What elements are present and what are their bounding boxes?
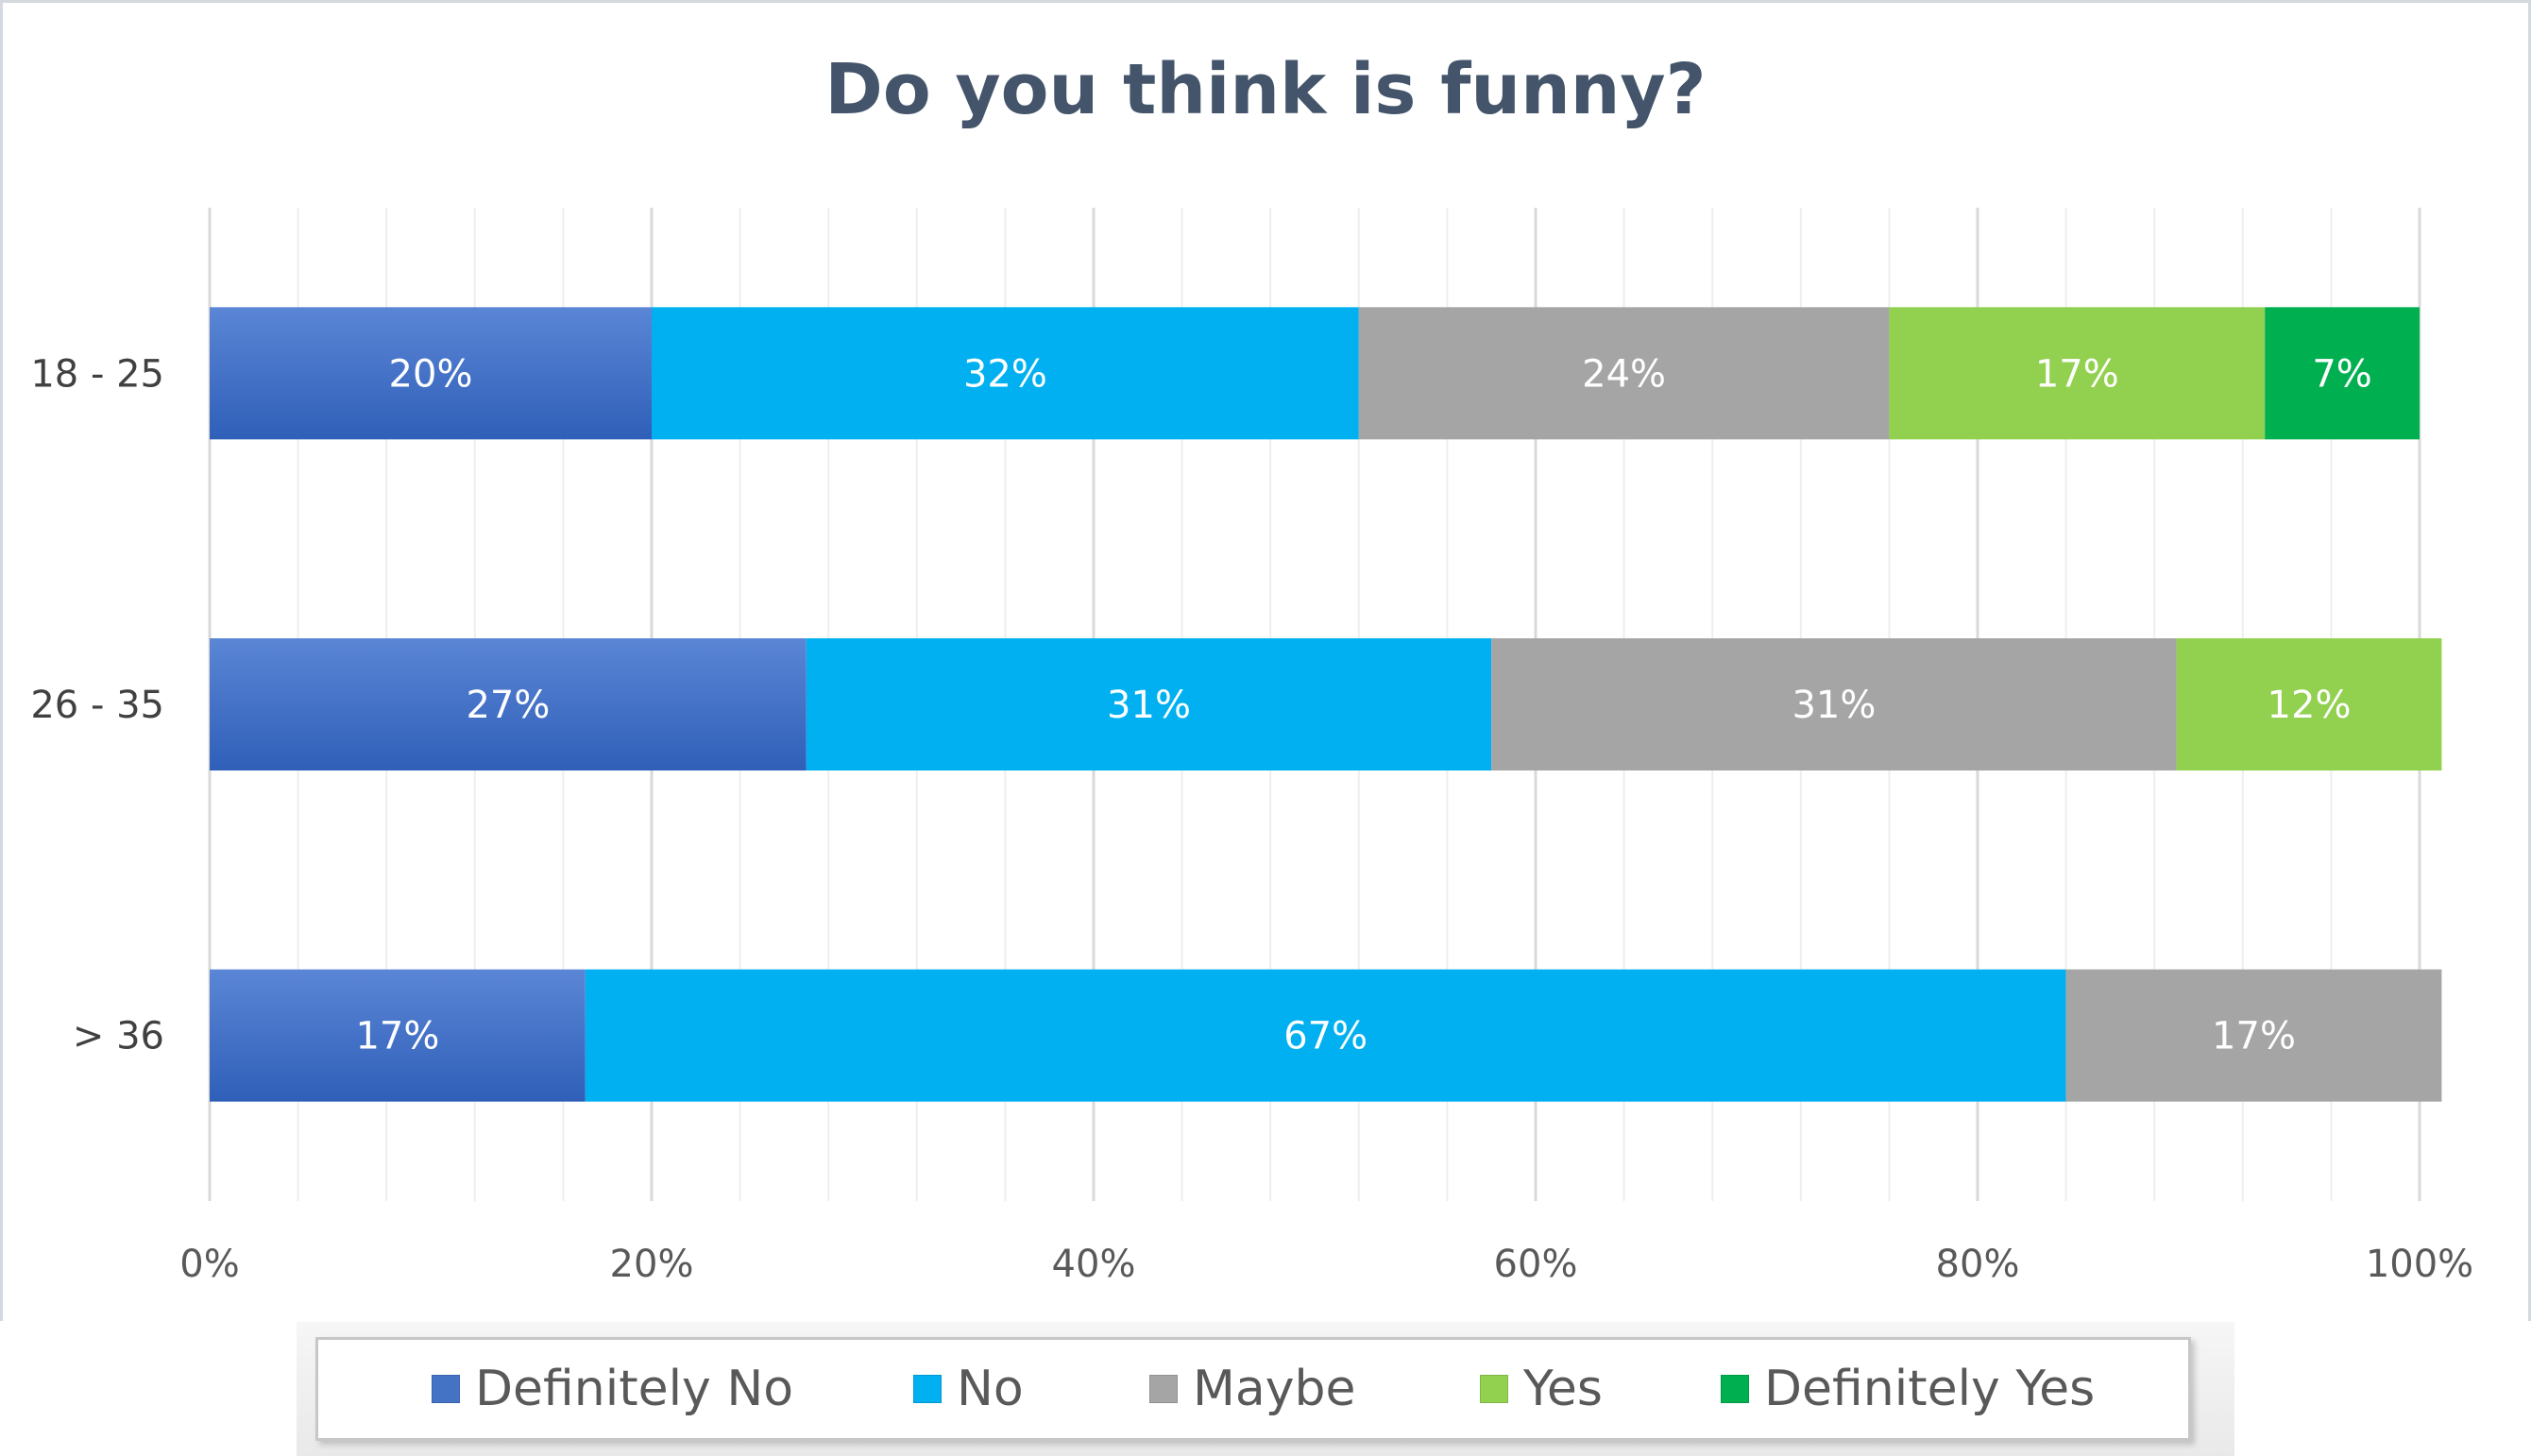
legend-swatch: [1721, 1375, 1749, 1403]
bar-segment: [2176, 638, 2442, 770]
legend-swatch: [432, 1375, 460, 1403]
legend-label: No: [957, 1361, 1024, 1417]
legend: Definitely No No Maybe Yes Definitely Yes: [315, 1337, 2191, 1441]
y-category-label: 18 - 25: [30, 352, 164, 396]
x-tick-label: 100%: [2366, 1243, 2473, 1286]
bar-segment: [652, 307, 1359, 440]
x-tick-label: 80%: [1936, 1243, 2020, 1286]
y-category-label: > 36: [73, 1015, 164, 1058]
bar-segment: [210, 307, 652, 440]
y-category-label: 26 - 35: [30, 684, 164, 727]
x-tick-label: 0%: [179, 1243, 239, 1286]
bar-segment: [585, 969, 2066, 1102]
data-label: 32%: [963, 352, 1047, 396]
bar-segment: [1491, 638, 2177, 770]
data-label: 24%: [1582, 352, 1666, 396]
x-tick-label: 20%: [610, 1243, 694, 1286]
data-label: 31%: [1107, 684, 1191, 727]
legend-item: Definitely Yes: [1721, 1340, 2095, 1438]
legend-item: Definitely No: [432, 1340, 793, 1438]
x-tick-label: 40%: [1052, 1243, 1136, 1286]
bar-segment: [806, 638, 1492, 770]
chart-plot: 0% 20% 40% 60% 80% 100% 18 - 25 20% 32% 24% 17% 7% 2…: [30, 208, 2473, 1286]
bar-segment: [210, 638, 807, 770]
data-label: 17%: [2035, 352, 2119, 396]
legend-label: Maybe: [1193, 1361, 1356, 1417]
bar-segment: [2065, 969, 2442, 1102]
data-label: 17%: [355, 1015, 439, 1058]
data-label: 67%: [1283, 1015, 1367, 1058]
data-label: 12%: [2268, 684, 2352, 727]
chart-title: Do you think is funny?: [824, 49, 1707, 130]
legend-label: Definitely No: [475, 1361, 794, 1417]
legend-item: Maybe: [1149, 1340, 1356, 1438]
data-label: 20%: [389, 352, 473, 396]
data-label: 27%: [466, 684, 550, 727]
legend-item: Yes: [1480, 1340, 1603, 1438]
data-label: 17%: [2212, 1015, 2296, 1058]
bar-segment: [1358, 307, 1890, 440]
legend-item: No: [913, 1340, 1024, 1438]
legend-label: Definitely Yes: [1764, 1361, 2096, 1417]
legend-label: Yes: [1523, 1361, 1603, 1417]
bar-segment: [2265, 307, 2420, 440]
legend-swatch: [1480, 1375, 1508, 1403]
data-label: 7%: [2312, 352, 2371, 396]
bar-segment: [1889, 307, 2266, 440]
bar-segment: [210, 969, 586, 1102]
legend-swatch: [913, 1375, 942, 1403]
legend-swatch: [1149, 1375, 1178, 1403]
x-tick-label: 60%: [1494, 1243, 1578, 1286]
data-label: 31%: [1792, 684, 1876, 727]
